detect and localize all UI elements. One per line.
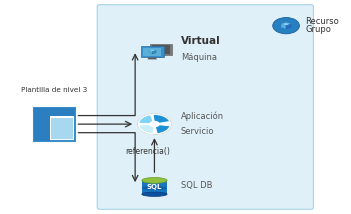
- FancyBboxPatch shape: [97, 5, 313, 209]
- FancyBboxPatch shape: [142, 180, 167, 194]
- Polygon shape: [152, 51, 156, 54]
- Text: Grupo: Grupo: [305, 25, 331, 34]
- Wedge shape: [139, 124, 154, 134]
- Ellipse shape: [142, 186, 167, 190]
- FancyBboxPatch shape: [152, 45, 170, 54]
- FancyBboxPatch shape: [34, 116, 49, 141]
- Polygon shape: [281, 23, 291, 26]
- FancyBboxPatch shape: [51, 119, 73, 139]
- Text: Plantilla de nivel 3: Plantilla de nivel 3: [21, 87, 87, 93]
- Text: SQL: SQL: [147, 184, 162, 190]
- Text: Recurso: Recurso: [305, 17, 339, 26]
- Polygon shape: [149, 49, 156, 52]
- Ellipse shape: [142, 192, 167, 196]
- FancyBboxPatch shape: [34, 108, 74, 141]
- Text: Máquina: Máquina: [181, 53, 217, 62]
- Text: Servicio: Servicio: [181, 127, 214, 136]
- FancyBboxPatch shape: [141, 46, 164, 58]
- FancyBboxPatch shape: [150, 44, 172, 55]
- Circle shape: [273, 18, 299, 34]
- Polygon shape: [281, 24, 286, 29]
- Polygon shape: [149, 51, 152, 54]
- Ellipse shape: [142, 178, 167, 183]
- Wedge shape: [153, 114, 170, 124]
- Circle shape: [149, 121, 160, 127]
- Wedge shape: [139, 115, 154, 124]
- Text: Virtual: Virtual: [181, 36, 220, 46]
- FancyBboxPatch shape: [34, 107, 74, 116]
- Text: SQL DB: SQL DB: [181, 181, 212, 190]
- Circle shape: [138, 114, 171, 134]
- Wedge shape: [154, 124, 170, 134]
- Polygon shape: [147, 58, 157, 59]
- Polygon shape: [157, 55, 164, 58]
- Text: referencia(): referencia(): [125, 147, 170, 156]
- FancyBboxPatch shape: [144, 48, 161, 56]
- Polygon shape: [286, 24, 291, 29]
- Text: Aplicación: Aplicación: [181, 111, 224, 121]
